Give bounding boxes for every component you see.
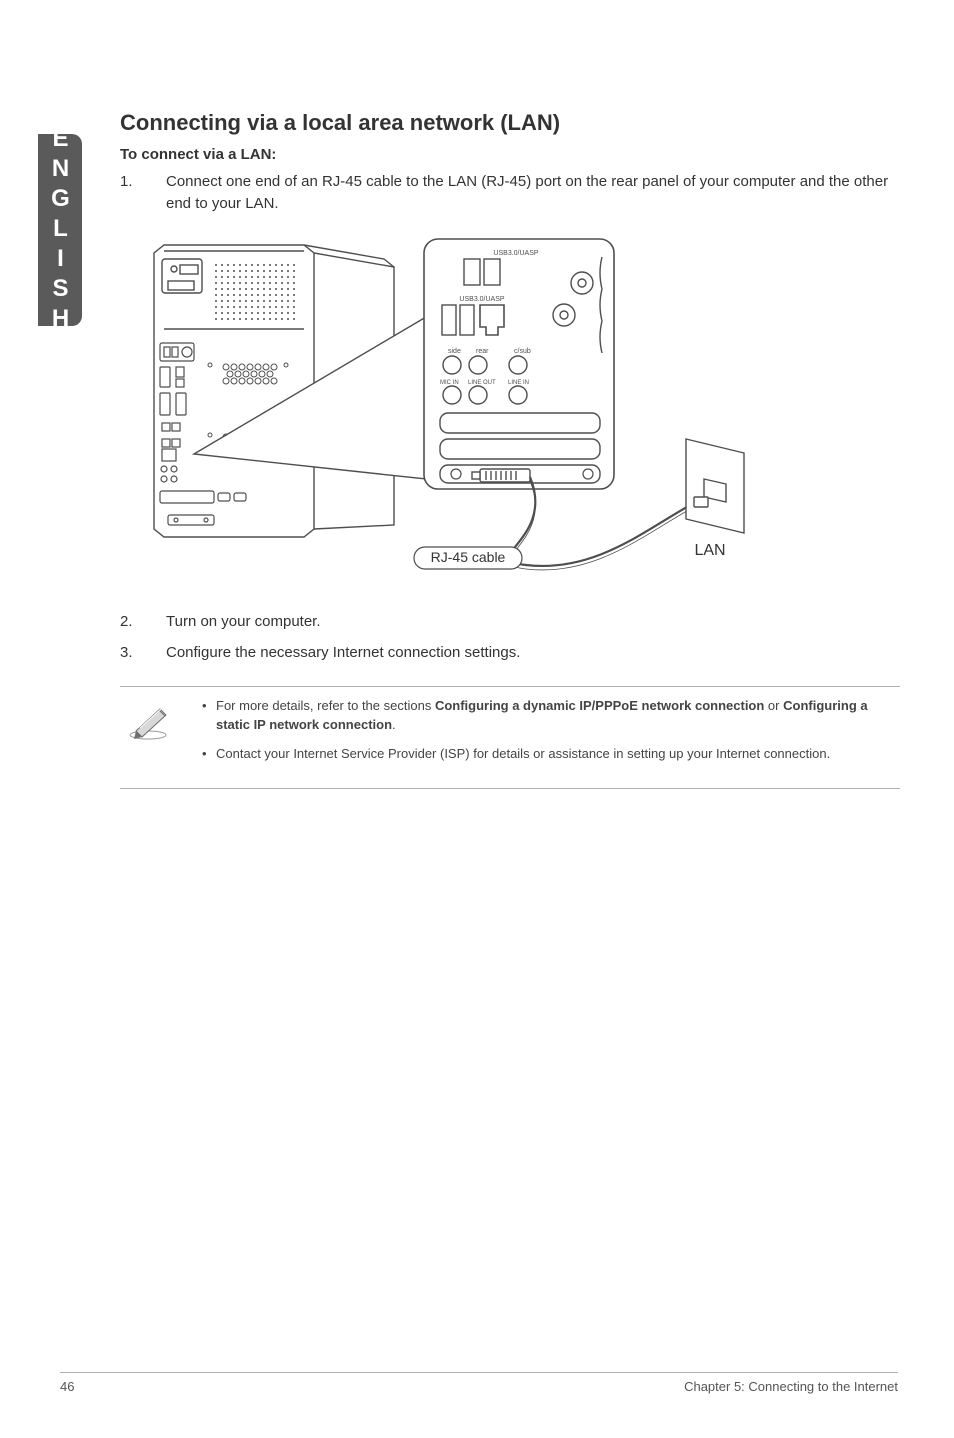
step-number: 2.: [120, 611, 166, 633]
page-number: 46: [60, 1379, 74, 1394]
note-item: For more details, refer to the sections …: [200, 697, 900, 735]
step-list: 1. Connect one end of an RJ-45 cable to …: [120, 171, 900, 215]
step-text: Turn on your computer.: [166, 611, 900, 633]
note-text-suffix: .: [392, 717, 396, 732]
page-footer: 46 Chapter 5: Connecting to the Internet: [60, 1372, 898, 1394]
note-body: For more details, refer to the sections …: [200, 697, 900, 774]
step-number: 1.: [120, 171, 166, 215]
pencil-icon: [120, 697, 200, 774]
section-subtitle: To connect via a LAN:: [120, 146, 900, 163]
step-item: 1. Connect one end of an RJ-45 cable to …: [120, 171, 900, 215]
step-text: Configure the necessary Internet connect…: [166, 642, 900, 664]
callout-label-csub: c/sub: [514, 348, 531, 355]
wall-label: LAN: [694, 542, 725, 559]
callout-label-mic: MIC IN: [440, 380, 459, 386]
note-item: Contact your Internet Service Provider (…: [200, 745, 900, 764]
section-title: Connecting via a local area network (LAN…: [120, 110, 900, 136]
note-text-mid: or: [764, 698, 783, 713]
callout-label-side: side: [448, 348, 461, 355]
language-tab-label: ENGLISH: [46, 125, 74, 335]
chapter-label: Chapter 5: Connecting to the Internet: [684, 1379, 898, 1394]
step-list-cont: 2. Turn on your computer. 3. Configure t…: [120, 611, 900, 665]
step-item: 2. Turn on your computer.: [120, 611, 900, 633]
step-number: 3.: [120, 642, 166, 664]
callout-label-lineout: LINE OUT: [468, 380, 496, 386]
main-content: Connecting via a local area network (LAN…: [120, 110, 900, 789]
callout-label-usb-top: USB3.0/UASP: [493, 250, 538, 257]
cable-label: RJ-45 cable: [431, 549, 506, 565]
callout-label-rear: rear: [476, 348, 489, 355]
step-text: Connect one end of an RJ-45 cable to the…: [166, 171, 900, 215]
note-block: For more details, refer to the sections …: [120, 686, 900, 789]
note-bold-1: Configuring a dynamic IP/PPPoE network c…: [435, 698, 764, 713]
callout-label-linein: LINE IN: [508, 380, 529, 386]
note-text-prefix: For more details, refer to the sections: [216, 698, 435, 713]
note-text: Contact your Internet Service Provider (…: [216, 746, 830, 761]
language-tab: ENGLISH: [38, 134, 82, 326]
connection-diagram: USB3.0/UASP USB3.0/UASP side rear c/sub: [146, 229, 756, 589]
callout-label-usb-mid: USB3.0/UASP: [459, 296, 504, 303]
step-item: 3. Configure the necessary Internet conn…: [120, 642, 900, 664]
